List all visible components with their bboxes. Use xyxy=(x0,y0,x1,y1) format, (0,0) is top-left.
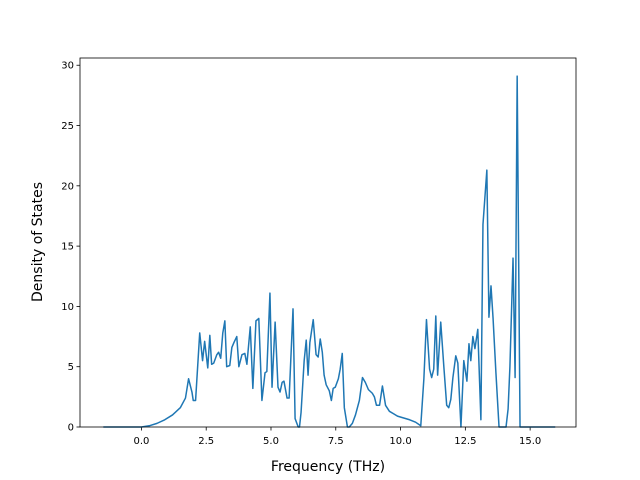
x-tick-label: 10.0 xyxy=(389,436,411,447)
y-tick-label: 15 xyxy=(61,242,74,253)
plot-frame xyxy=(79,57,577,428)
x-axis-label: Frequency (THz) xyxy=(271,459,385,475)
y-tick-label: 30 xyxy=(61,61,74,72)
line xyxy=(103,75,556,428)
x-tick-label: 7.5 xyxy=(328,436,344,447)
x-tick-label: 12.5 xyxy=(454,436,476,447)
x-tick-label: 0.0 xyxy=(133,436,149,447)
x-tick-label: 15.0 xyxy=(519,436,541,447)
y-tick-label: 0 xyxy=(68,423,74,434)
x-tick-label: 2.5 xyxy=(198,436,214,447)
y-tick-label: 20 xyxy=(61,181,74,192)
y-axis-label: Density of States xyxy=(30,182,46,302)
y-tick-label: 10 xyxy=(61,302,74,313)
x-tick-label: 5.0 xyxy=(263,436,279,447)
y-tick-label: 25 xyxy=(61,121,74,132)
y-tick-label: 5 xyxy=(68,362,74,373)
